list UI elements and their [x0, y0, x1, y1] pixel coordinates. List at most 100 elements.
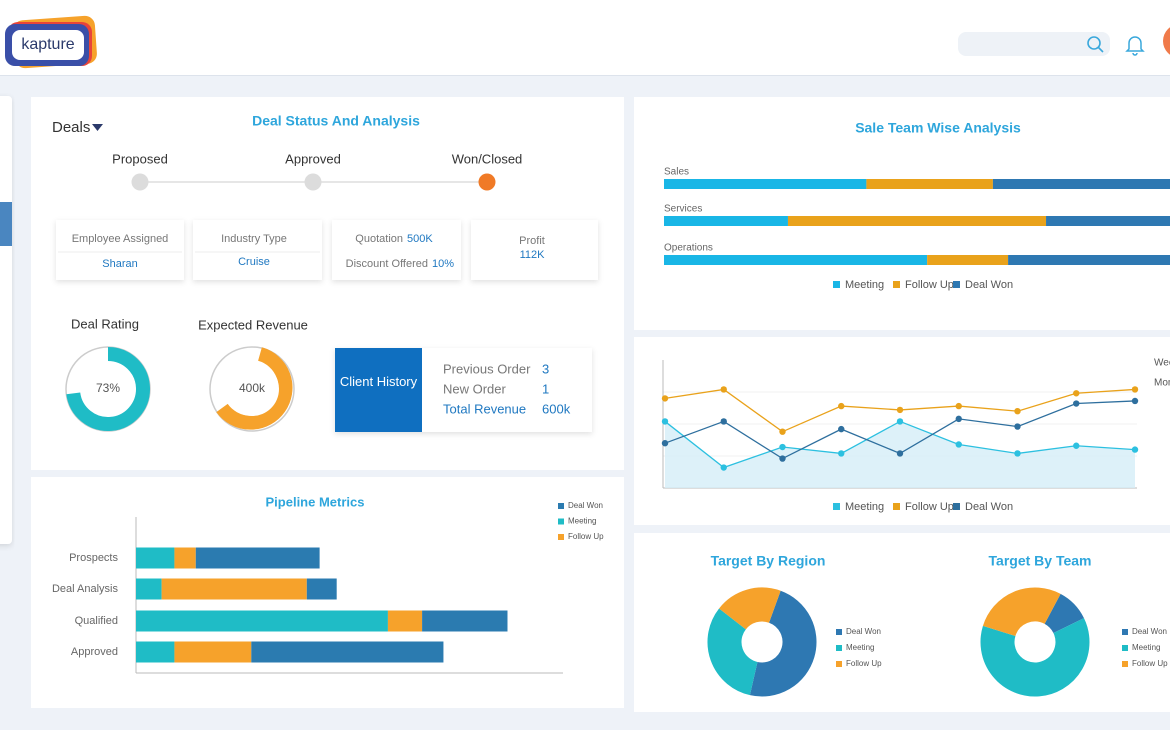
- revenue-label: 400k: [239, 381, 266, 395]
- deals-dropdown[interactable]: Deals: [52, 119, 90, 136]
- point: [779, 428, 786, 435]
- point: [1131, 386, 1139, 393]
- bar-segment: [136, 610, 388, 632]
- label: Follow Up: [905, 279, 954, 291]
- point: [1073, 442, 1080, 449]
- label: Sales: [664, 167, 689, 178]
- label: Approved: [285, 151, 341, 166]
- bar-segment: [306, 578, 337, 600]
- label: Follow Up: [568, 532, 604, 541]
- bell-icon[interactable]: [1125, 36, 1145, 56]
- label: New Order: [443, 381, 507, 396]
- info-card: [471, 220, 598, 280]
- point: [1014, 423, 1021, 430]
- avatar[interactable]: [1163, 24, 1170, 58]
- bar-segment: [927, 255, 1009, 265]
- point: [1131, 446, 1139, 453]
- label: Quotation: [355, 233, 403, 245]
- bar-segment: [136, 578, 162, 600]
- stage-dot: [131, 173, 149, 191]
- legend-swatch: [1122, 661, 1128, 667]
- sidebar-active[interactable]: [0, 202, 12, 246]
- label: Pipeline Metrics: [266, 494, 365, 509]
- bar-segment: [664, 216, 788, 226]
- label: 500K: [407, 233, 433, 245]
- bar-segment: [992, 179, 1170, 189]
- label: Deal Won: [1132, 627, 1167, 636]
- point: [720, 386, 727, 393]
- legend-swatch: [833, 281, 840, 288]
- point: [896, 406, 904, 414]
- logo[interactable]: kapture: [5, 15, 98, 69]
- bar-segment: [251, 641, 444, 663]
- legend-swatch: [836, 645, 842, 651]
- dropdown-arrow[interactable]: [92, 124, 103, 131]
- label: Profit: [519, 235, 545, 247]
- client-history-box: [335, 348, 422, 432]
- rating-title: Deal Rating: [71, 316, 139, 331]
- point: [661, 395, 669, 402]
- label: Approved: [71, 646, 118, 658]
- point: [720, 418, 727, 425]
- label: Meeting: [845, 501, 884, 513]
- label: 3: [542, 361, 549, 376]
- gauge-inner: [225, 362, 279, 416]
- label: Services: [664, 204, 702, 215]
- legend-swatch: [558, 518, 564, 525]
- label: Industry Type: [221, 233, 287, 245]
- point: [955, 415, 962, 423]
- legend-swatch: [836, 629, 842, 635]
- bar-segment: [136, 641, 175, 663]
- donut-slice: [1043, 593, 1084, 634]
- search-box[interactable]: [958, 32, 1110, 56]
- bar-segment: [136, 547, 175, 569]
- label: Operations: [664, 243, 713, 254]
- bar-segment: [422, 610, 508, 632]
- legend-swatch: [953, 281, 960, 288]
- info-card: [193, 220, 322, 280]
- point: [955, 441, 962, 448]
- point: [1073, 400, 1080, 407]
- donut-slice: [749, 590, 817, 697]
- bar-segment: [787, 216, 1047, 226]
- panel: [634, 97, 1170, 330]
- revenue-title: Expected Revenue: [198, 317, 308, 332]
- bar-segment: [1046, 216, 1170, 226]
- point: [955, 402, 962, 410]
- bar-segment: [866, 179, 993, 189]
- point: [1014, 408, 1021, 415]
- label: Deal Won: [846, 627, 881, 636]
- client-history-title: Client History: [339, 374, 418, 389]
- legend-swatch: [893, 503, 900, 510]
- logo-text: kapture: [21, 36, 74, 53]
- label: 10%: [432, 258, 454, 270]
- label: 1: [542, 381, 549, 396]
- point: [896, 418, 904, 425]
- legend-swatch: [558, 534, 564, 540]
- label: Employee Assigned: [72, 233, 169, 245]
- label: Deal Won: [965, 279, 1013, 291]
- label: Follow Up: [1132, 659, 1168, 668]
- label: 112K: [520, 249, 546, 261]
- client-history-fo: Client History: [339, 374, 418, 389]
- gauge-inner: [81, 362, 135, 416]
- bar-segment: [387, 610, 423, 632]
- bar-segment: [174, 641, 252, 663]
- legend-swatch: [836, 661, 842, 667]
- revenue-arc: [216, 347, 293, 430]
- label: Target By Region: [711, 553, 826, 569]
- label: Meeting: [1132, 643, 1160, 652]
- label: Proposed: [112, 151, 168, 166]
- label: Won/Closed: [452, 151, 523, 166]
- donut-slice: [707, 608, 759, 696]
- point: [720, 464, 727, 471]
- label: Meeting: [846, 643, 874, 652]
- bar-segment: [1008, 255, 1170, 265]
- bar-segment: [664, 179, 867, 189]
- label: Previous Order: [443, 361, 531, 376]
- label: Total Revenue: [443, 401, 526, 416]
- label: 600k: [542, 401, 571, 416]
- point: [896, 450, 904, 457]
- search-icon[interactable]: [1087, 36, 1104, 53]
